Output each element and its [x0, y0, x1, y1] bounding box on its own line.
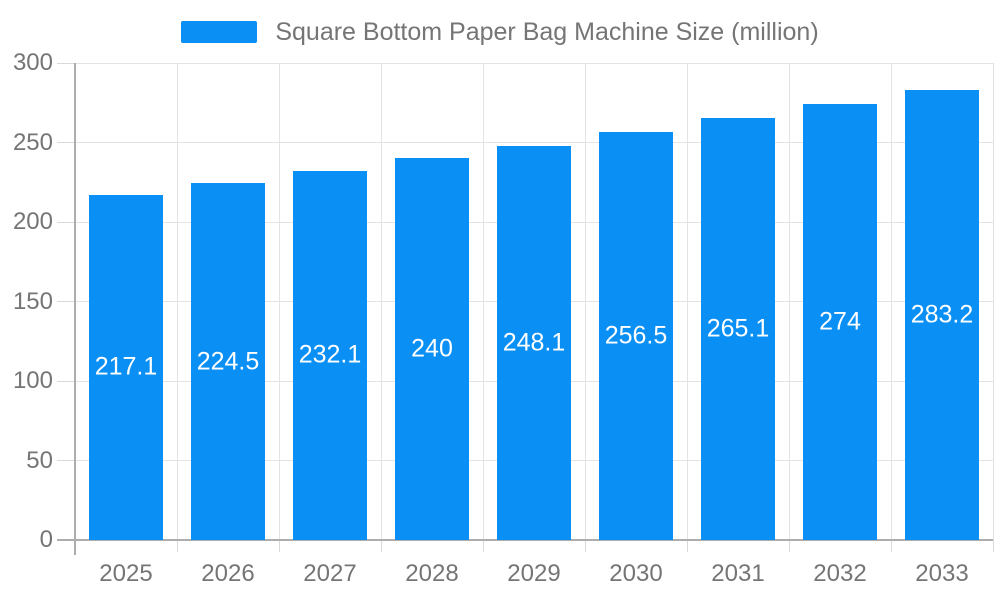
- gridline-vertical: [992, 63, 994, 540]
- gridline-vertical: [176, 63, 178, 540]
- bar-value-label: 265.1: [706, 314, 770, 343]
- bar-2033: [905, 89, 979, 540]
- x-axis-tick: [584, 540, 586, 552]
- gridline-vertical: [380, 63, 382, 540]
- x-axis-tick-label: 2029: [507, 560, 561, 587]
- x-axis-tick-label: 2030: [609, 560, 663, 587]
- bar-value-label: 283.2: [910, 300, 974, 329]
- bar-2032: [803, 104, 877, 540]
- bar-value-label: 224.5: [196, 347, 260, 376]
- gridline-vertical: [278, 63, 280, 540]
- x-axis-tick: [482, 540, 484, 552]
- bar-2030: [599, 132, 673, 540]
- bar-value-label: 256.5: [604, 321, 668, 350]
- x-axis-tick-label: 2032: [813, 560, 867, 587]
- bar-2031: [701, 118, 775, 540]
- x-axis-line: [57, 539, 993, 541]
- gridline-vertical: [788, 63, 790, 540]
- y-axis-tick: [57, 301, 75, 302]
- bar-value-label: 217.1: [94, 352, 158, 381]
- x-axis-tick: [686, 540, 688, 552]
- y-axis-tick-label: 150: [12, 287, 53, 315]
- x-axis-tick-label: 2033: [915, 560, 969, 587]
- gridline-vertical: [584, 63, 586, 540]
- gridline-vertical: [890, 63, 892, 540]
- legend-swatch-icon: [181, 21, 258, 43]
- bar-value-label: 232.1: [298, 340, 362, 369]
- bar-2026: [191, 183, 265, 540]
- bar-value-label: 274: [819, 307, 861, 336]
- x-axis-tick: [890, 540, 892, 552]
- y-axis-tick-label: 50: [26, 446, 53, 474]
- y-axis-tick: [57, 460, 75, 461]
- y-axis-tick: [57, 62, 75, 64]
- x-axis-tick-label: 2031: [711, 560, 765, 587]
- x-axis-tick: [176, 540, 178, 552]
- bar-2025: [89, 194, 163, 540]
- y-axis-tick-label: 300: [12, 49, 53, 76]
- x-axis-tick: [788, 540, 790, 552]
- legend[interactable]: Square Bottom Paper Bag Machine Size (mi…: [0, 19, 1000, 45]
- x-axis-tick: [992, 540, 994, 552]
- x-axis-tick: [380, 540, 382, 552]
- x-axis-tick-label: 2027: [303, 560, 357, 587]
- bar-2029: [497, 145, 571, 540]
- gridline-vertical: [686, 63, 688, 540]
- gridline-vertical: [482, 63, 484, 540]
- legend-label: Square Bottom Paper Bag Machine Size (mi…: [275, 18, 819, 46]
- x-axis-tick-label: 2025: [99, 560, 153, 587]
- y-axis-tick-label: 200: [12, 208, 53, 235]
- gridline-horizontal: [75, 62, 993, 64]
- x-axis-tick: [278, 540, 280, 552]
- bar-value-label: 240: [411, 334, 453, 363]
- y-axis-tick: [57, 380, 75, 382]
- gridline-horizontal: [75, 142, 993, 143]
- y-axis-tick-label: 0: [39, 526, 53, 553]
- y-axis-tick: [57, 221, 75, 223]
- y-axis-tick-label: 100: [12, 367, 53, 394]
- y-axis-tick: [57, 142, 75, 143]
- y-axis-line: [74, 63, 76, 555]
- y-axis-tick-label: 250: [12, 128, 53, 156]
- bar-value-label: 248.1: [502, 328, 566, 357]
- x-axis-tick-label: 2026: [201, 560, 255, 587]
- x-axis-tick-label: 2028: [405, 560, 459, 587]
- bar-2027: [293, 170, 367, 540]
- bar-2028: [395, 158, 469, 540]
